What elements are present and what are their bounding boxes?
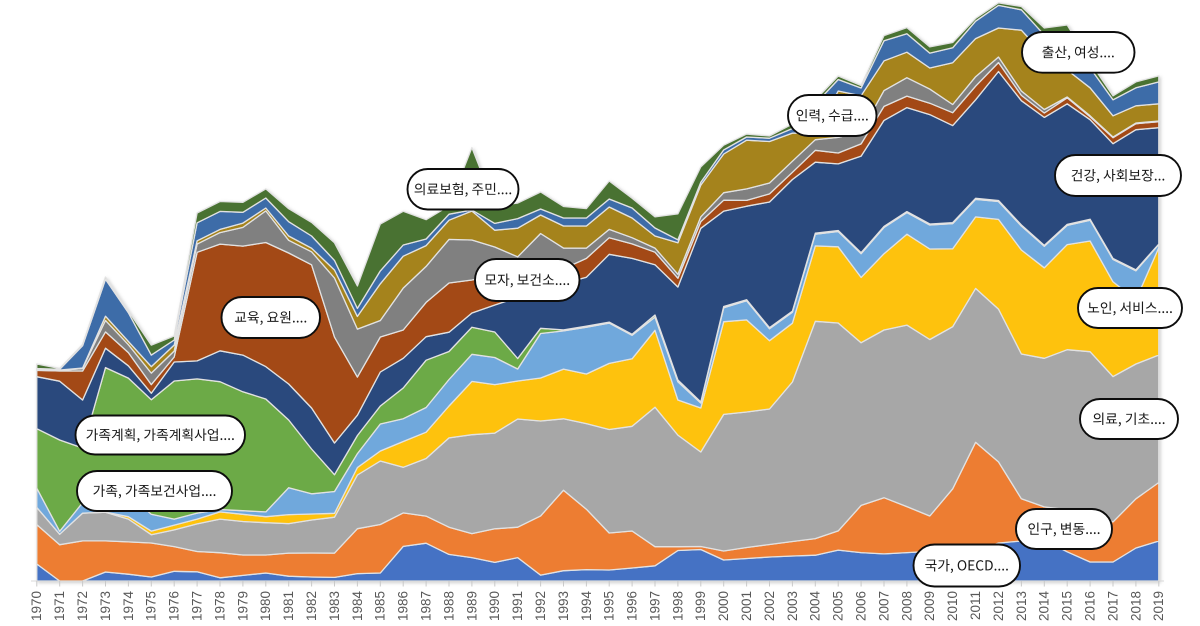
svg-text:2001: 2001 — [739, 591, 754, 621]
svg-text:2006: 2006 — [854, 591, 869, 621]
svg-text:2004: 2004 — [808, 591, 823, 622]
svg-text:1971: 1971 — [52, 591, 67, 621]
svg-text:2009: 2009 — [922, 591, 937, 621]
svg-text:1982: 1982 — [304, 591, 319, 621]
svg-text:2015: 2015 — [1060, 591, 1075, 621]
svg-text:1981: 1981 — [281, 591, 296, 621]
svg-text:1979: 1979 — [235, 591, 250, 621]
svg-text:2005: 2005 — [831, 591, 846, 621]
svg-text:1986: 1986 — [396, 591, 411, 621]
svg-text:1973: 1973 — [98, 591, 113, 621]
svg-text:1983: 1983 — [327, 591, 342, 621]
svg-text:1984: 1984 — [350, 591, 365, 622]
svg-text:2011: 2011 — [968, 591, 983, 620]
svg-text:2000: 2000 — [716, 591, 731, 621]
svg-text:1974: 1974 — [121, 591, 136, 622]
svg-text:1976: 1976 — [167, 591, 182, 621]
svg-text:1999: 1999 — [693, 591, 708, 621]
svg-text:1998: 1998 — [670, 591, 685, 621]
svg-text:1975: 1975 — [144, 591, 159, 621]
svg-text:1972: 1972 — [75, 591, 90, 621]
svg-text:2007: 2007 — [876, 591, 891, 621]
svg-text:2003: 2003 — [785, 591, 800, 621]
svg-text:1989: 1989 — [464, 591, 479, 621]
svg-text:1993: 1993 — [556, 591, 571, 621]
svg-text:1991: 1991 — [510, 591, 525, 621]
svg-text:1980: 1980 — [258, 591, 273, 621]
svg-text:1992: 1992 — [533, 591, 548, 621]
svg-text:1995: 1995 — [602, 591, 617, 621]
svg-text:2019: 2019 — [1151, 591, 1166, 621]
svg-text:1994: 1994 — [579, 591, 594, 622]
svg-text:2017: 2017 — [1105, 591, 1120, 621]
svg-text:1996: 1996 — [625, 591, 640, 621]
svg-text:2002: 2002 — [762, 591, 777, 621]
svg-text:2018: 2018 — [1128, 591, 1143, 621]
svg-text:2016: 2016 — [1083, 591, 1098, 621]
svg-text:1978: 1978 — [212, 591, 227, 621]
svg-text:1985: 1985 — [373, 591, 388, 621]
svg-text:2014: 2014 — [1037, 591, 1052, 622]
svg-text:1977: 1977 — [190, 591, 205, 621]
svg-text:2008: 2008 — [899, 591, 914, 621]
svg-text:1988: 1988 — [441, 591, 456, 621]
svg-text:2010: 2010 — [945, 591, 960, 621]
svg-text:1990: 1990 — [487, 591, 502, 621]
svg-text:1970: 1970 — [29, 591, 44, 621]
svg-text:1997: 1997 — [647, 591, 662, 621]
svg-text:2012: 2012 — [991, 591, 1006, 621]
svg-text:2013: 2013 — [1014, 591, 1029, 621]
svg-text:1987: 1987 — [419, 591, 434, 621]
